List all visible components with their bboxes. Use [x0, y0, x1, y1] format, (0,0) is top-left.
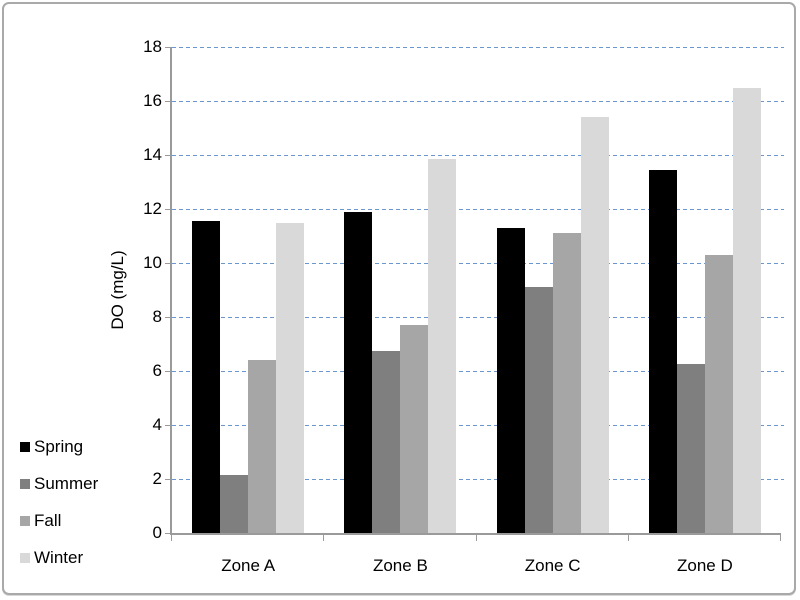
y-gridline-2	[172, 479, 784, 480]
y-tick-label-10: 10	[143, 253, 162, 272]
y-gridline-8	[172, 317, 784, 318]
y-gridline-6	[172, 371, 784, 372]
y-axis-line	[170, 47, 172, 535]
x-tick-mark-2	[475, 535, 477, 541]
y-axis-title: DO (mg/L)	[108, 250, 127, 330]
bar-winter-zone-b	[428, 159, 457, 533]
legend-label-summer: Summer	[34, 474, 99, 493]
bar-summer-zone-c	[524, 287, 553, 533]
bar-fall-zone-d	[704, 254, 733, 533]
y-tick-label-16: 16	[143, 91, 162, 110]
y-gridline-12	[172, 209, 784, 210]
bar-summer-zone-d	[676, 364, 705, 533]
legend-label-spring: Spring	[34, 437, 84, 456]
bar-summer-zone-a	[220, 474, 249, 533]
y-tick-mark-10	[165, 263, 172, 264]
legend: Spring Summer Fall Winter	[20, 436, 98, 584]
x-category-label-zone-c: Zone C	[524, 556, 581, 575]
x-category-label-zone-a: Zone A	[221, 556, 276, 575]
bar-spring-zone-d	[648, 169, 677, 533]
bar-fall-zone-a	[248, 360, 277, 533]
x-tick-mark-1	[323, 535, 325, 541]
legend-item-fall: Fall	[20, 510, 98, 532]
x-tick-mark-3	[627, 535, 629, 541]
y-tick-label-18: 18	[143, 37, 162, 56]
y-tick-mark-0	[165, 533, 172, 534]
y-tick-mark-8	[165, 317, 172, 318]
y-tick-mark-4	[165, 425, 172, 426]
bar-fall-zone-b	[400, 325, 429, 533]
bar-winter-zone-a	[276, 222, 305, 533]
y-tick-mark-12	[165, 209, 172, 210]
y-tick-mark-18	[165, 47, 172, 48]
x-category-label-zone-d: Zone D	[677, 556, 733, 575]
bar-winter-zone-d	[732, 87, 761, 533]
x-axis-line	[170, 533, 781, 535]
y-tick-mark-16	[165, 101, 172, 102]
y-tick-label-12: 12	[143, 199, 162, 218]
legend-swatch-winter	[20, 553, 30, 563]
legend-item-winter: Winter	[20, 547, 98, 569]
y-tick-mark-14	[165, 155, 172, 156]
legend-item-spring: Spring	[20, 436, 98, 458]
bar-summer-zone-b	[372, 350, 401, 533]
legend-swatch-fall	[20, 516, 30, 526]
y-gridline-18	[172, 47, 784, 48]
bar-winter-zone-c	[580, 117, 609, 533]
y-tick-label-6: 6	[152, 361, 162, 380]
y-tick-label-2: 2	[152, 469, 162, 488]
bar-spring-zone-a	[192, 221, 221, 533]
y-tick-label-4: 4	[152, 415, 162, 434]
y-tick-mark-2	[165, 479, 172, 480]
y-gridline-10	[172, 263, 784, 264]
y-gridline-16	[172, 101, 784, 102]
x-tick-mark-4	[780, 535, 781, 541]
x-category-label-zone-b: Zone B	[372, 556, 428, 575]
bar-spring-zone-c	[496, 227, 525, 533]
legend-swatch-spring	[20, 442, 30, 452]
y-tick-label-8: 8	[152, 307, 162, 326]
y-tick-label-0: 0	[152, 523, 162, 542]
legend-label-fall: Fall	[34, 511, 62, 530]
y-gridline-14	[172, 155, 784, 156]
x-tick-mark-0	[171, 535, 172, 541]
bar-fall-zone-c	[552, 233, 581, 533]
legend-label-winter: Winter	[34, 548, 84, 567]
legend-item-summer: Summer	[20, 473, 98, 495]
legend-swatch-summer	[20, 479, 30, 489]
y-tick-mark-6	[165, 371, 172, 372]
y-tick-label-14: 14	[143, 145, 162, 164]
bar-spring-zone-b	[344, 211, 373, 533]
y-gridline-4	[172, 425, 784, 426]
